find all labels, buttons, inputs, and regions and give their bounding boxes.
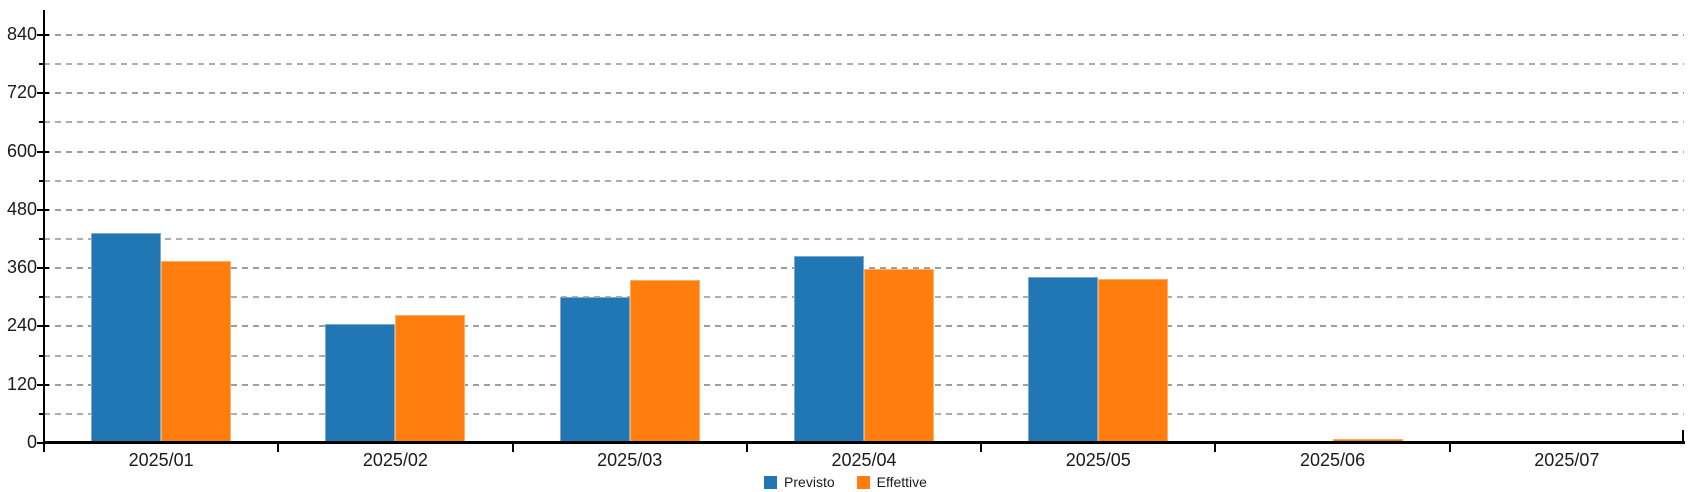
bar-previsto-2025/05	[1028, 277, 1099, 443]
major-gridline	[44, 92, 1684, 95]
legend-item-previsto[interactable]: Previsto	[764, 474, 835, 490]
y-minor-tick	[39, 63, 44, 66]
x-axis-tick	[1448, 444, 1451, 452]
effettive-swatch-icon	[856, 475, 870, 489]
legend-item-effettive[interactable]: Effettive	[856, 474, 927, 490]
y-tick-label: 0	[26, 432, 37, 452]
x-axis-tick	[511, 444, 514, 452]
y-tick-label: 120	[6, 373, 37, 394]
x-tick-label: 2025/07	[1534, 450, 1600, 470]
y-minor-tick	[39, 179, 44, 182]
legend-label-effettive: Effettive	[876, 474, 927, 490]
minor-gridline	[44, 121, 1684, 124]
y-minor-tick	[39, 296, 44, 299]
major-gridline	[44, 267, 1684, 270]
y-tick-label: 360	[6, 257, 37, 278]
major-gridline	[44, 34, 1684, 36]
y-tick-label: 240	[6, 315, 37, 336]
minor-gridline	[44, 179, 1684, 182]
x-tick-label: 2025/03	[597, 450, 663, 470]
x-tick-label: 2025/01	[128, 450, 194, 470]
legend-label-previsto: Previsto	[784, 474, 835, 490]
minor-gridline	[44, 63, 1684, 66]
bar-effettive-2025/05	[1098, 279, 1169, 443]
x-tick-label: 2025/06	[1300, 450, 1366, 470]
previsto-swatch-icon	[764, 475, 778, 489]
x-tick-label: 2025/04	[831, 450, 897, 470]
x-tick-label: 2025/02	[362, 450, 428, 470]
bar-previsto-2025/02	[325, 324, 396, 443]
y-minor-tick	[39, 412, 44, 415]
x-axis-tick	[745, 444, 748, 452]
bar-previsto-2025/03	[559, 296, 630, 443]
minor-gridline	[44, 238, 1684, 240]
x-axis-tick	[980, 444, 983, 452]
y-tick-label: 840	[6, 24, 37, 44]
y-minor-tick	[39, 121, 44, 124]
x-axis-line	[43, 441, 1685, 444]
y-minor-tick	[39, 238, 44, 240]
bar-effettive-2025/02	[395, 315, 466, 443]
bar-effettive-2025/04	[864, 268, 934, 443]
legend: Previsto Effettive	[0, 474, 1691, 490]
bar-effettive-2025/01	[161, 260, 232, 443]
x-tick-label: 2025/05	[1065, 450, 1131, 470]
bar-previsto-2025/04	[794, 255, 864, 443]
major-gridline	[44, 208, 1684, 211]
x-axis-tick	[277, 444, 280, 452]
x-axis-end-tick	[1682, 430, 1684, 441]
y-tick-label: 600	[6, 140, 37, 161]
bar-effettive-2025/03	[629, 279, 700, 443]
y-tick-label: 720	[6, 82, 37, 103]
major-gridline	[44, 150, 1684, 153]
y-minor-tick	[39, 354, 44, 357]
x-axis-tick	[43, 444, 45, 452]
x-axis-tick	[1214, 444, 1217, 452]
bar-previsto-2025/01	[91, 233, 162, 443]
y-tick-label: 480	[6, 198, 37, 219]
y-axis-line	[43, 10, 45, 443]
